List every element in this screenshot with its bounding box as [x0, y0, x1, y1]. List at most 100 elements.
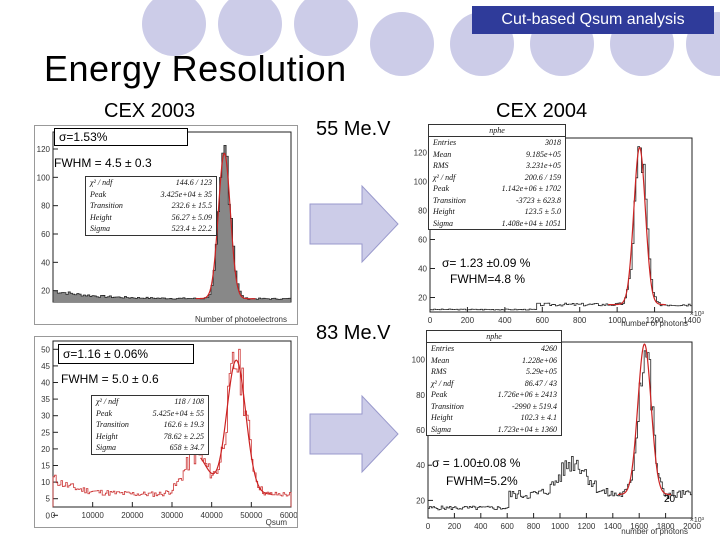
stat-value: 4260: [541, 344, 557, 353]
y-tick-label: 60: [418, 236, 427, 245]
x-tick-label: 800: [573, 316, 587, 325]
y-tick-label: 40: [41, 258, 50, 267]
label-55mev: 55 Me.V: [316, 118, 391, 140]
x-tick-label: 30000: [161, 511, 184, 520]
stat-key: Height: [431, 413, 453, 422]
stat-title: nphe: [429, 125, 565, 137]
stat-value: 1.723e+04 ± 1360: [497, 424, 557, 434]
stat-row: Peak 1.142e+06 ± 1702: [429, 183, 565, 195]
plot-top-left: 120 100 80 60 40 20 Number of photoelectrons χ…: [34, 125, 298, 325]
stat-row: Height 56.27 ± 5.09: [86, 212, 216, 224]
histogram-bars: [429, 146, 693, 312]
stat-row: Peak 1.726e+06 ± 2413: [427, 389, 561, 401]
stat-value: 200.6 / 159: [524, 172, 561, 182]
fit-curve: [618, 343, 671, 496]
fwhm-tl: FWHM = 4.5 ± 0.3: [54, 156, 152, 170]
decor-circle: [370, 12, 434, 76]
stat-row: Transition 232.6 ± 15.5: [86, 200, 216, 212]
x-unit-label: ×10³: [690, 517, 705, 524]
arrow-right-bottom: [309, 394, 399, 474]
stat-key: Peak: [433, 184, 449, 193]
x-tick-label: 1800: [657, 522, 675, 531]
y-tick-label: 100: [37, 173, 51, 182]
stat-value: 5.425e+04 ± 55: [152, 408, 204, 418]
x-tick-label: 20000: [121, 511, 144, 520]
stat-row: χ² / ndf 118 / 108: [92, 396, 208, 408]
x-tick-label: 0: [428, 316, 433, 325]
stat-key: χ² / ndf: [90, 178, 113, 187]
label-cex2004: CEX 2004: [496, 100, 588, 122]
fwhm-tr: FWHM=4.8 %: [450, 272, 526, 286]
stat-row: RMS 3.231e+05: [429, 160, 565, 172]
y-tick-label: 80: [418, 207, 427, 216]
y-tick-label: 5: [46, 495, 51, 504]
plot-bottom-right: 100 80 60 40 20 0 200 400 600 800 1000 1200 1400 1600…: [400, 330, 706, 536]
sigma-box-bl: σ=1.16 ± 0.06%: [58, 344, 194, 364]
stat-value: 1.142e+06 ± 1702: [501, 184, 561, 193]
x-tick-label: 10000: [82, 511, 105, 520]
stat-value: -3723 ± 623.8: [515, 195, 561, 205]
stat-value: 3.231e+05: [526, 161, 561, 170]
fwhm-br: FWHM=5.2%: [446, 474, 518, 488]
fit-stats-bl: χ² / ndf 118 / 108 Peak 5.425e+04 ± 55 Tra…: [91, 395, 209, 455]
fit-stats-tl: χ² / ndf 144.6 / 123 Peak 3.425e+04 ± 35 T…: [85, 176, 217, 236]
stat-key: Entries: [431, 344, 455, 353]
fit-stats-tr: nphe Entries 3018 Mean 9.185e+05 RMS 3.231e…: [428, 124, 566, 230]
y-tick-label: 120: [37, 145, 51, 154]
y-tick-label: 100: [412, 356, 426, 365]
x-tick-label: 60000: [280, 511, 297, 520]
stat-key: Sigma: [96, 443, 116, 452]
stat-value: -2990 ± 519.4: [511, 401, 557, 411]
y-tick-label: 80: [41, 202, 50, 211]
x-tick-label: 600: [536, 316, 550, 325]
x-tick-label: 400: [474, 522, 488, 531]
y-tick-label: 45: [41, 362, 50, 371]
x-axis-label: Number of photoelectrons: [195, 315, 287, 324]
stat-value: 118 / 108: [174, 397, 204, 406]
stat-value: 78.62 ± 2.25: [163, 431, 204, 441]
stat-key: Transition: [433, 195, 466, 205]
y-tick-label: 0: [46, 511, 51, 520]
stat-value: 86.47 / 43: [524, 378, 557, 388]
y-tick-label: 20: [41, 445, 50, 454]
decor-circle: [142, 0, 206, 56]
stat-value: 232.6 ± 15.5: [171, 201, 212, 210]
stat-row: Transition -2990 ± 519.4: [427, 401, 561, 413]
x-axis-label: Qsum: [266, 518, 288, 527]
stat-value: 9.185e+05: [526, 149, 561, 159]
x-tick-label: 2000: [683, 522, 701, 531]
stat-key: Mean: [431, 355, 450, 365]
plot-bottom-left: 50 45 40 35 30 25 20 15 10 5 0 0 10000 20000 30000 4000…: [34, 336, 298, 528]
stat-key: Entries: [433, 138, 457, 147]
x-tick-label: 50000: [240, 511, 263, 520]
stat-value: 3018: [545, 138, 561, 147]
arrow-right-top: [309, 184, 399, 264]
y-tick-label: 60: [41, 230, 50, 239]
y-tick-label: 20: [41, 287, 50, 296]
stat-value: 1.228e+06: [522, 355, 557, 365]
stat-value: 1.408e+04 ± 1051: [501, 218, 561, 228]
stat-key: Transition: [90, 201, 123, 210]
stat-key: Sigma: [90, 224, 110, 233]
x-tick-label: 600: [501, 522, 515, 531]
stat-row: Transition -3723 ± 623.8: [429, 195, 565, 207]
stat-value: 144.6 / 123: [175, 178, 212, 187]
stat-row: Mean 1.228e+06: [427, 355, 561, 367]
stat-key: RMS: [433, 161, 449, 170]
x-axis-label: number of photons: [621, 319, 688, 328]
stat-row: Entries 3018: [429, 137, 565, 149]
stat-row: Transition 162.6 ± 19.3: [92, 419, 208, 431]
histogram-bars: [427, 350, 693, 518]
y-tick-label: 80: [416, 391, 425, 400]
fit-curve: [195, 152, 256, 300]
slide-title: Energy Resolution: [44, 48, 347, 89]
y-tick-label: 60: [416, 426, 425, 435]
x-tick-label: 200: [461, 316, 475, 325]
label-83mev: 83 Me.V: [316, 322, 391, 344]
stat-key: Mean: [433, 149, 452, 159]
fit-curve: [200, 359, 272, 495]
stat-key: Peak: [431, 390, 447, 399]
stat-row: Peak 5.425e+04 ± 55: [92, 408, 208, 420]
x-tick-label: 200: [448, 522, 462, 531]
stat-row: χ² / ndf 86.47 / 43: [427, 378, 561, 390]
